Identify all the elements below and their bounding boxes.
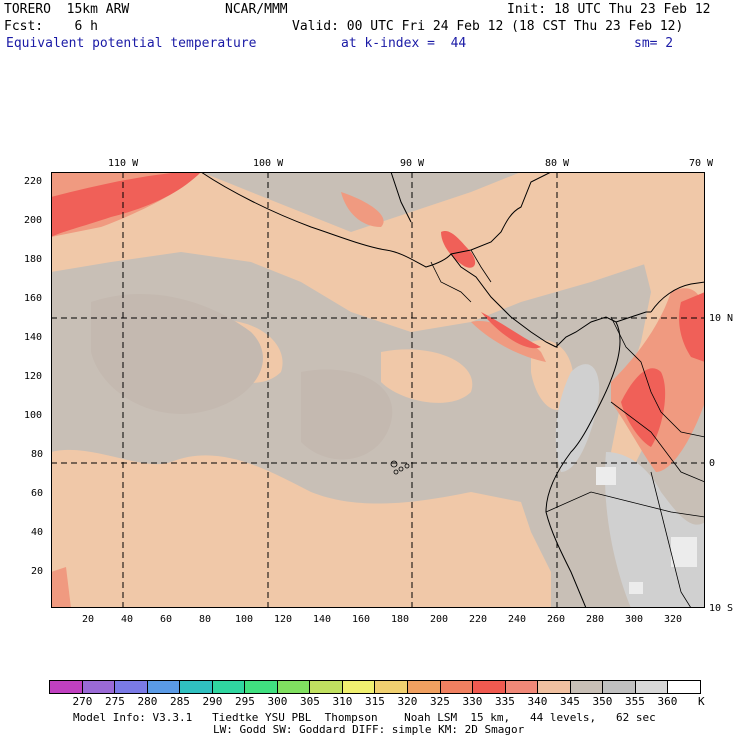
colorbar-level: 285 xyxy=(170,695,190,708)
lon-label-80w: 80 W xyxy=(545,158,570,169)
peach-shading xyxy=(51,172,705,608)
forecast-hour: Fcst: 6 h xyxy=(4,19,98,34)
graticule xyxy=(51,172,705,608)
colorbar-swatch xyxy=(408,681,441,693)
colorbar-level: 305 xyxy=(300,695,320,708)
colorbar-swatch xyxy=(375,681,409,693)
x-tick: 320 xyxy=(664,614,683,625)
colorbar-swatch xyxy=(245,681,278,693)
colorbar-level: 335 xyxy=(495,695,515,708)
colorbar-level: 325 xyxy=(430,695,450,708)
y-tick: 180 xyxy=(24,254,43,265)
colorbar-swatch xyxy=(82,681,116,693)
x-tick: 220 xyxy=(469,614,488,625)
lon-label-70w: 70 W xyxy=(689,158,714,169)
x-tick: 260 xyxy=(547,614,566,625)
borders xyxy=(430,249,705,608)
model-name: TORERO 15km ARW xyxy=(4,2,130,17)
x-tick: 180 xyxy=(391,614,410,625)
colorbar xyxy=(49,680,701,694)
x-tick: 80 xyxy=(199,614,212,625)
x-tick: 100 xyxy=(235,614,254,625)
colorbar-swatch xyxy=(635,681,669,693)
colorbar-level: 275 xyxy=(105,695,125,708)
field-name: Equivalent potential temperature xyxy=(6,36,257,51)
level-info: at k-index = 44 xyxy=(341,36,467,51)
y-tick: 220 xyxy=(24,176,43,187)
x-tick: 280 xyxy=(586,614,605,625)
lon-label-100w: 100 W xyxy=(253,158,284,169)
lon-label-110w: 110 W xyxy=(108,158,139,169)
colorbar-level: 270 xyxy=(72,695,93,708)
x-tick: 160 xyxy=(352,614,371,625)
hot-shading xyxy=(51,172,705,447)
colorbar-swatch xyxy=(277,681,311,693)
colorbar-unit: K xyxy=(698,695,705,708)
colorbar-level: 290 xyxy=(202,695,223,708)
init-time: Init: 18 UTC Thu 23 Feb 12 xyxy=(507,2,711,17)
lat-label-10n: 10 N xyxy=(709,313,734,324)
valid-time: Valid: 00 UTC Fri 24 Feb 12 (18 CST Thu … xyxy=(292,19,684,34)
colorbar-level: 320 xyxy=(397,695,418,708)
colorbar-level: 330 xyxy=(462,695,483,708)
y-tick: 200 xyxy=(24,215,43,226)
highland-shading xyxy=(555,364,705,608)
taupe-shading xyxy=(91,293,393,460)
colorbar-level: 295 xyxy=(235,695,255,708)
theta-e-map xyxy=(51,172,705,608)
x-tick: 20 xyxy=(82,614,95,625)
y-tick: 80 xyxy=(31,449,44,460)
model-info: Model Info: V3.3.1 Tiedtke YSU PBL Thomp… xyxy=(73,711,656,724)
x-tick: 40 xyxy=(121,614,134,625)
smoothing-info: sm= 2 xyxy=(634,36,674,51)
colorbar-level: 310 xyxy=(332,695,353,708)
organization: NCAR/MMM xyxy=(225,2,288,17)
y-tick: 140 xyxy=(24,332,43,343)
y-tick: 60 xyxy=(31,488,44,499)
map-frame xyxy=(51,172,705,608)
lat-label-0: 0 xyxy=(709,458,716,469)
x-tick: 140 xyxy=(313,614,332,625)
colorbar-swatch xyxy=(310,681,343,693)
x-tick: 120 xyxy=(274,614,293,625)
colorbar-swatch xyxy=(440,681,474,693)
x-tick: 200 xyxy=(430,614,449,625)
physics-info: LW: Godd SW: Goddard DIFF: simple KM: 2D… xyxy=(213,723,525,736)
colorbar-swatch xyxy=(570,681,604,693)
x-tick: 60 xyxy=(160,614,173,625)
y-tick: 160 xyxy=(24,293,43,304)
colorbar-level: 345 xyxy=(560,695,580,708)
colorbar-level: 355 xyxy=(625,695,645,708)
colorbar-swatch xyxy=(668,681,700,693)
x-tick: 240 xyxy=(508,614,527,625)
colorbar-level: 360 xyxy=(657,695,678,708)
colorbar-level: 300 xyxy=(267,695,288,708)
colorbar-swatch xyxy=(115,681,148,693)
colorbar-swatch xyxy=(147,681,181,693)
colorbar-swatch xyxy=(212,681,246,693)
lat-label-10s: 10 S xyxy=(709,603,734,614)
y-tick: 20 xyxy=(31,566,44,577)
x-tick: 300 xyxy=(625,614,644,625)
y-tick: 120 xyxy=(24,371,43,382)
colorbar-level: 280 xyxy=(137,695,158,708)
snow-patches xyxy=(596,467,697,594)
y-tick: 100 xyxy=(24,410,43,421)
colorbar-level: 350 xyxy=(592,695,613,708)
colorbar-swatch xyxy=(473,681,506,693)
y-tick: 40 xyxy=(31,527,44,538)
colorbar-swatch xyxy=(180,681,213,693)
colorbar-level: 315 xyxy=(365,695,385,708)
colorbar-swatch xyxy=(505,681,539,693)
coastlines xyxy=(200,172,705,608)
colorbar-swatch xyxy=(50,681,83,693)
lon-label-90w: 90 W xyxy=(400,158,425,169)
colorbar-swatch xyxy=(538,681,571,693)
colorbar-level: 340 xyxy=(527,695,548,708)
colorbar-swatch xyxy=(603,681,636,693)
galapagos-islands xyxy=(390,460,410,475)
colorbar-swatch xyxy=(342,681,376,693)
